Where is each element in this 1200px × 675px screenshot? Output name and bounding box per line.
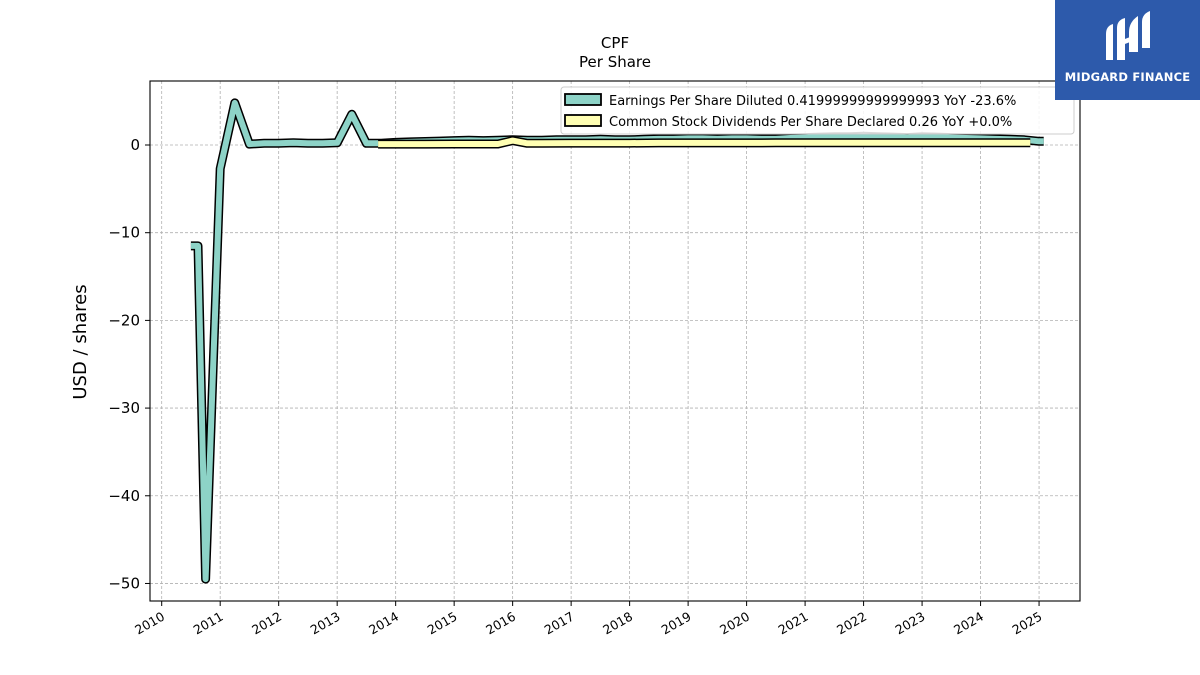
x-tick-label: 2019 <box>659 609 694 638</box>
chart-title: CPF <box>601 34 629 52</box>
y-tick-label: −30 <box>108 399 140 417</box>
grid <box>150 81 1080 601</box>
plot-frame <box>149 80 1081 602</box>
x-tick-label: 2014 <box>366 609 401 638</box>
y-tick-label: −40 <box>108 487 140 505</box>
legend: Earnings Per Share Diluted 0.41999999999… <box>560 86 1075 135</box>
x-tick-label: 2021 <box>776 609 811 638</box>
x-tick-label: 2022 <box>834 609 869 638</box>
brand-logo: MIDGARD FINANCE <box>1055 0 1200 100</box>
y-axis-label: USD / shares <box>70 284 91 399</box>
legend-label-earnings: Earnings Per Share Diluted 0.41999999999… <box>609 94 1016 109</box>
x-tick-label: 2017 <box>542 609 577 638</box>
brand-name: MIDGARD FINANCE <box>1064 70 1191 84</box>
x-tick-label: 2016 <box>483 609 518 638</box>
y-tick-label: −50 <box>108 574 140 592</box>
x-tick-label: 2015 <box>425 609 460 638</box>
series-layer <box>190 98 1044 584</box>
x-tick-label: 2013 <box>308 609 343 638</box>
legend-label-dividends: Common Stock Dividends Per Share Declare… <box>609 115 1012 130</box>
x-tick-label: 2020 <box>717 609 752 638</box>
x-tick-label: 2010 <box>132 609 167 638</box>
series-line-dividends <box>378 137 1031 148</box>
x-tick-label: 2018 <box>600 609 635 638</box>
y-tick-label: 0 <box>130 136 140 154</box>
chart-subtitle: Per Share <box>579 53 651 71</box>
y-axis: 0 −10 −20 −30 −40 −50 <box>108 136 150 592</box>
series-line-earnings <box>190 99 1044 583</box>
x-tick-label: 2025 <box>1010 609 1045 638</box>
y-tick-label: −10 <box>108 224 140 242</box>
x-axis: 2010 2011 2012 2013 2014 2015 2016 2017 2018 2019… <box>132 601 1045 638</box>
legend-swatch-dividends <box>564 114 602 127</box>
x-tick-label: 2011 <box>191 609 226 638</box>
y-tick-label: −20 <box>108 311 140 329</box>
legend-swatch-earnings <box>564 93 602 106</box>
x-tick-label: 2023 <box>893 609 928 638</box>
x-tick-label: 2024 <box>951 609 986 638</box>
midgard-logo-icon <box>1105 11 1150 60</box>
series-outline-earnings <box>190 98 1044 584</box>
x-tick-label: 2012 <box>249 609 284 638</box>
legend-frame <box>560 86 1075 135</box>
